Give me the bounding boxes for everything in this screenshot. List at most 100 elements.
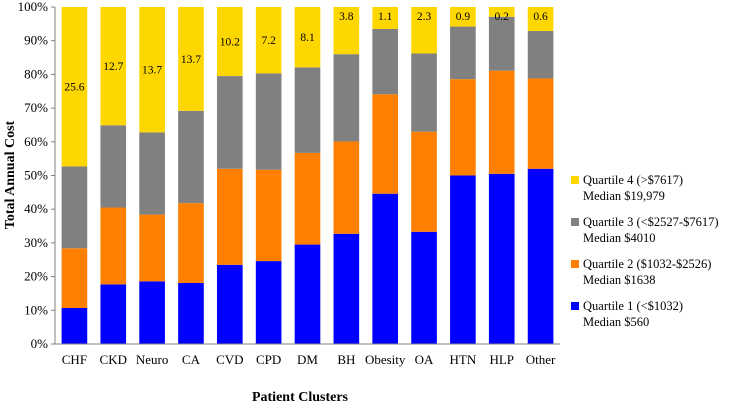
bar-segment-bh-q1 [333, 233, 360, 344]
bar-segment-htn-q2 [450, 79, 476, 176]
y-tick-label: 20% [24, 269, 48, 284]
bar-segment-oa-q4 [411, 7, 437, 54]
data-label: 0.9 [456, 11, 471, 23]
bar-segment-other-q1 [527, 168, 554, 344]
bar-segment-cvd-q2 [216, 168, 243, 265]
x-tick-label: Other [526, 352, 556, 367]
data-label: 13.7 [142, 65, 162, 77]
y-tick-label: 90% [24, 33, 48, 48]
bar-segment-obesity-q3 [372, 28, 399, 95]
data-label: 25.6 [64, 82, 84, 94]
bar-segment-ca-q1 [178, 283, 204, 344]
bar-segment-chf-q1 [61, 307, 88, 344]
bar-segment-ckd-q1 [100, 284, 127, 344]
x-tick-label: CVD [216, 352, 243, 367]
x-tick-label: DM [297, 352, 318, 367]
bar-segment-hlp-q2 [488, 70, 515, 174]
data-label: 0.2 [495, 11, 510, 23]
y-tick-label: 50% [24, 168, 48, 183]
bar-segment-cvd-q1 [216, 264, 243, 344]
bar-segment-obesity-q4 [372, 7, 399, 29]
y-tick-label: 10% [24, 302, 48, 317]
bar-segment-cpd-q4 [255, 7, 282, 74]
bar-segment-ca-q4 [178, 7, 204, 111]
x-tick-label: Neuro [136, 352, 169, 367]
y-tick-label: 70% [24, 100, 48, 115]
bar-segment-neuro-q3 [139, 132, 165, 215]
bar-segment-htn-q4 [450, 7, 476, 27]
legend-series-name: Quartile 1 (<$1032) [583, 299, 683, 313]
bar-segment-chf-q2 [61, 248, 88, 308]
data-label: 2.3 [417, 11, 432, 23]
legend-series-name: Quartile 4 (>$7617) [583, 173, 683, 187]
bar-segment-cvd-q3 [216, 76, 243, 169]
data-label: 12.7 [103, 61, 123, 73]
bar-segment-cvd-q4 [216, 7, 243, 77]
bar-segment-cpd-q3 [255, 73, 282, 170]
y-tick-label: 40% [24, 201, 48, 216]
y-tick-label: 30% [24, 235, 48, 250]
bar-segment-htn-q3 [450, 26, 476, 80]
bar-segment-bh-q4 [333, 7, 360, 55]
x-tick-label: HTN [450, 352, 477, 367]
bar-segment-htn-q1 [450, 175, 476, 344]
bar-segment-ckd-q3 [100, 125, 127, 208]
legend: Quartile 4 (>$7617) Median $19,979 Quartil… [571, 173, 719, 329]
data-label: 7.2 [261, 35, 276, 47]
bar-segment-neuro-q1 [139, 281, 165, 344]
bar-segment-hlp-q1 [488, 173, 515, 344]
bar-segment-hlp-q4 [488, 7, 515, 17]
legend-series-median: Median $1638 [583, 273, 656, 287]
bar-segment-bh-q3 [333, 54, 360, 142]
bar-segment-dm-q4 [294, 7, 321, 68]
y-tick-label: 100% [18, 0, 49, 14]
bar-segment-bh-q2 [333, 141, 360, 234]
x-tick-label: CHF [62, 352, 87, 367]
x-tick-label: BH [337, 352, 355, 367]
axes-layer: CHF CKD Neuro CA CVD CPD DM BH Obesity OA HTN HLP Ot… [18, 0, 560, 367]
legend-swatch [571, 302, 579, 310]
x-tick-label: OA [415, 352, 434, 367]
bar-segment-other-q4 [527, 7, 554, 31]
bar-segment-other-q3 [527, 30, 554, 79]
bar-segment-obesity-q1 [372, 193, 399, 344]
data-label: 1.1 [378, 11, 393, 23]
legend-swatch [571, 218, 579, 226]
data-label: 3.8 [339, 11, 354, 23]
y-tick-label: 0% [31, 336, 49, 351]
bar-segment-other-q2 [527, 78, 554, 169]
legend-series-median: Median $19,979 [583, 189, 665, 203]
x-tick-label: CA [182, 352, 201, 367]
x-tick-label: CPD [256, 352, 281, 367]
bar-segment-ckd-q2 [100, 207, 127, 285]
bar-segment-dm-q1 [294, 244, 321, 344]
data-label: 13.7 [181, 54, 201, 66]
bar-segment-oa-q2 [411, 131, 437, 232]
x-tick-label: CKD [100, 352, 127, 367]
bar-segment-hlp-q3 [488, 16, 515, 71]
bar-segment-oa-q3 [411, 53, 437, 132]
bar-segment-neuro-q2 [139, 214, 165, 282]
bar-segment-ca-q2 [178, 203, 204, 283]
x-tick-label: Obesity [365, 352, 406, 367]
bar-segment-oa-q1 [411, 231, 437, 344]
legend-series-median: Median $4010 [583, 231, 656, 245]
legend-swatch [571, 176, 579, 184]
bar-segment-dm-q2 [294, 152, 321, 245]
x-tick-label: HLP [489, 352, 514, 367]
bar-segment-chf-q3 [61, 166, 88, 249]
bar-segment-chf-q4 [61, 7, 88, 167]
x-axis-title: Patient Clusters [252, 390, 349, 405]
y-tick-label: 60% [24, 134, 48, 149]
legend-swatch [571, 260, 579, 268]
bar-segment-ca-q3 [178, 110, 204, 204]
data-label: 0.6 [533, 11, 548, 23]
legend-series-name: Quartile 3 (<$2527-$7617) [583, 215, 719, 229]
bar-segment-dm-q3 [294, 67, 321, 153]
data-label: 10.2 [220, 37, 240, 49]
y-axis-title: Total Annual Cost [3, 120, 18, 229]
legend-series-median: Median $560 [583, 315, 649, 329]
bar-segment-cpd-q2 [255, 169, 282, 262]
bar-segment-ckd-q4 [100, 7, 127, 126]
